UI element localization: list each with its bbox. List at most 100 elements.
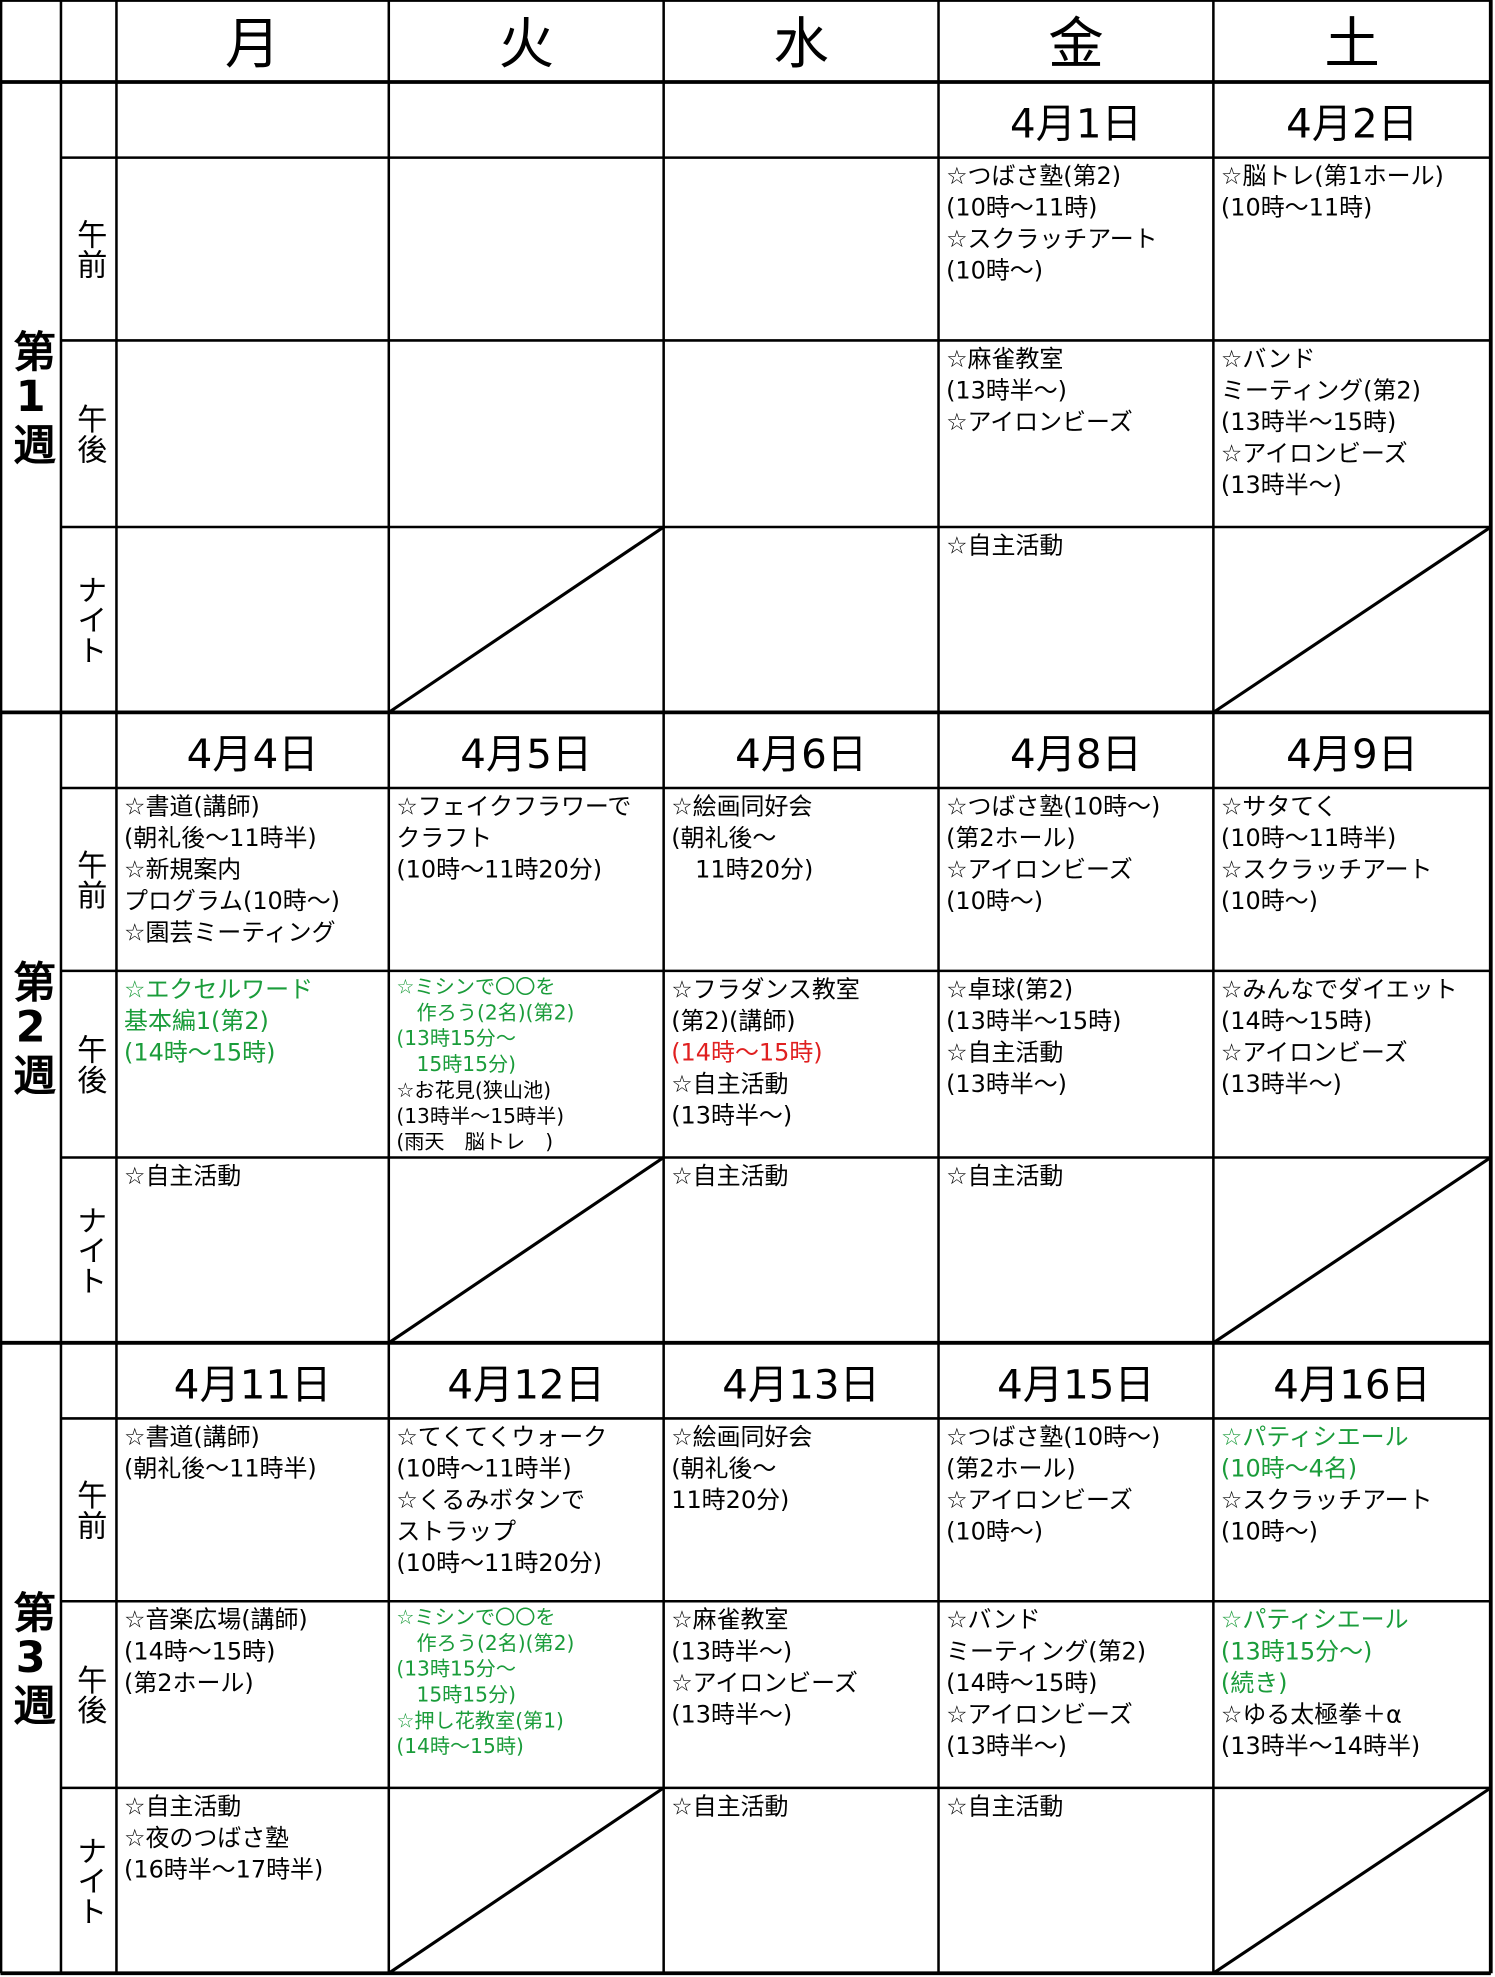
event-line: ☆夜のつばさ塾 bbox=[124, 1824, 289, 1852]
event-line: ☆アイロンビーズ bbox=[1221, 439, 1408, 467]
event-line: (第2)(講師) bbox=[671, 1007, 795, 1035]
date: 4月15日 bbox=[997, 1361, 1155, 1408]
event-line: ☆ミシンで〇〇を bbox=[396, 975, 555, 999]
week-label: 第3週 bbox=[6, 1590, 56, 1726]
event-line: ☆自主活動 bbox=[671, 1070, 788, 1098]
event-line: ☆つばさ塾(10時～) bbox=[946, 1423, 1160, 1451]
event-line: ☆スクラッチアート bbox=[1221, 856, 1433, 884]
slot-label: 午前 bbox=[71, 218, 106, 279]
event-line: ☆くるみボタンで bbox=[396, 1486, 585, 1514]
event-line: (14時～15時) bbox=[946, 1669, 1097, 1697]
event-line: (13時半～) bbox=[946, 1732, 1067, 1760]
event-line: ☆スクラッチアート bbox=[1221, 1486, 1433, 1514]
day-header: 月 bbox=[225, 13, 280, 77]
event-line: (10時～11時半) bbox=[396, 1454, 571, 1482]
week-label: 第1週 bbox=[6, 329, 56, 465]
event-line: クラフト bbox=[396, 824, 492, 852]
date: 4月9日 bbox=[1286, 731, 1418, 778]
diagonal bbox=[387, 1156, 665, 1345]
event-line: ☆アイロンビーズ bbox=[1221, 1038, 1408, 1066]
event-line: ☆バンド bbox=[1221, 345, 1315, 373]
event-line: ☆麻雀教室 bbox=[671, 1606, 788, 1634]
event-line: ☆ゆる太極拳＋α bbox=[1221, 1700, 1402, 1728]
event-line: (朝礼後～11時半) bbox=[124, 824, 317, 852]
diagonal bbox=[1212, 1156, 1492, 1345]
event-line: (16時半～17時半) bbox=[124, 1855, 323, 1883]
event-line: ☆新規案内 bbox=[124, 856, 241, 884]
event-line: (10時～11時20分) bbox=[396, 856, 602, 884]
event-line: (10時～4名) bbox=[1221, 1454, 1357, 1482]
event-line: プログラム(10時～) bbox=[124, 887, 340, 915]
slot-label: 午後 bbox=[71, 403, 107, 464]
event-line: (10時～) bbox=[1221, 1517, 1318, 1545]
event-line: ☆アイロンビーズ bbox=[671, 1669, 858, 1697]
diagonal bbox=[1212, 1786, 1492, 1975]
day-header: 火 bbox=[498, 13, 553, 77]
day-header: 金 bbox=[1048, 13, 1103, 77]
event-line: (14時～15時) bbox=[124, 1038, 275, 1066]
event-line: ☆書道(講師) bbox=[124, 793, 260, 821]
event-line: (10時～11時) bbox=[1221, 194, 1372, 222]
event-line: ☆自主活動 bbox=[124, 1162, 241, 1190]
event-line: ☆アイロンビーズ bbox=[946, 408, 1133, 436]
event-line: ☆園芸ミーティング bbox=[124, 919, 336, 947]
event-line: ☆パティシエール bbox=[1221, 1606, 1409, 1634]
event-line: (13時半～) bbox=[946, 1070, 1067, 1098]
event-line: ☆フェイクフラワーで bbox=[396, 793, 631, 821]
event-line: ☆麻雀教室 bbox=[946, 345, 1063, 373]
date: 4月11日 bbox=[174, 1361, 332, 1408]
event-line: (13時15分～ bbox=[396, 1657, 516, 1681]
event-line: (朝礼後～ bbox=[671, 824, 776, 852]
date: 4月4日 bbox=[187, 731, 319, 778]
date: 4月6日 bbox=[735, 731, 867, 778]
event-line: ☆書道(講師) bbox=[124, 1423, 260, 1451]
event-line: ☆押し花教室(第1) bbox=[396, 1708, 564, 1732]
event-line: ☆絵画同好会 bbox=[671, 1423, 812, 1451]
slot-label: 午後 bbox=[71, 1664, 107, 1725]
event-line: 15時15分) bbox=[396, 1052, 516, 1076]
slot-label: 午後 bbox=[71, 1034, 107, 1095]
event-line: (13時15分～ bbox=[396, 1026, 516, 1050]
event-line: ☆自主活動 bbox=[671, 1792, 788, 1820]
event-line: 基本編1(第2) bbox=[124, 1007, 269, 1035]
event-line: ☆自主活動 bbox=[946, 1038, 1063, 1066]
event-line: ミーティング(第2) bbox=[946, 1637, 1146, 1665]
event-line: ☆スクラッチアート bbox=[946, 225, 1158, 253]
event-line: ☆音楽広場(講師) bbox=[124, 1606, 308, 1634]
day-header: 水 bbox=[773, 13, 828, 77]
event-line: (13時半～) bbox=[1221, 471, 1342, 499]
event-line: 11時20分) bbox=[671, 856, 813, 884]
event-line: ☆サタてく bbox=[1221, 793, 1338, 821]
event-line: ☆自主活動 bbox=[946, 532, 1063, 560]
event-line: ☆フラダンス教室 bbox=[671, 975, 860, 1003]
event-line: ☆エクセルワード bbox=[124, 975, 313, 1003]
date: 4月8日 bbox=[1010, 731, 1142, 778]
slot-label: ナイト bbox=[71, 574, 106, 665]
slot-label: 午前 bbox=[71, 1479, 106, 1540]
event-line: ☆脳トレ(第1ホール) bbox=[1221, 162, 1444, 190]
event-line: (13時半～15時) bbox=[946, 1007, 1121, 1035]
event-line: 作ろう(2名)(第2) bbox=[396, 1631, 574, 1655]
event-line: ☆つばさ塾(10時～) bbox=[946, 793, 1160, 821]
event-line: (10時～11時半) bbox=[1221, 824, 1396, 852]
event-line: (10時～11時20分) bbox=[396, 1549, 602, 1577]
event-line: (13時15分～) bbox=[1221, 1637, 1372, 1665]
event-line: (第2ホール) bbox=[124, 1669, 254, 1697]
event-line: ☆アイロンビーズ bbox=[946, 856, 1133, 884]
event-line: ストラップ bbox=[396, 1517, 516, 1545]
event-line: ☆アイロンビーズ bbox=[946, 1700, 1133, 1728]
date: 4月16日 bbox=[1273, 1361, 1431, 1408]
event-line: (13時半～14時半) bbox=[1221, 1732, 1420, 1760]
event-line: (14時～15時) bbox=[124, 1637, 275, 1665]
event-line: ☆自主活動 bbox=[124, 1792, 241, 1820]
diagonal bbox=[387, 525, 665, 714]
slot-label: ナイト bbox=[71, 1835, 106, 1926]
date: 4月1日 bbox=[1010, 100, 1142, 147]
event-line: (14時～15時) bbox=[671, 1038, 822, 1066]
date: 4月12日 bbox=[447, 1361, 605, 1408]
event-line: (朝礼後～ bbox=[671, 1454, 776, 1482]
event-line: ☆ミシンで〇〇を bbox=[396, 1605, 555, 1629]
day-header: 土 bbox=[1324, 13, 1379, 77]
event-line: ☆みんなでダイエット bbox=[1221, 975, 1458, 1003]
